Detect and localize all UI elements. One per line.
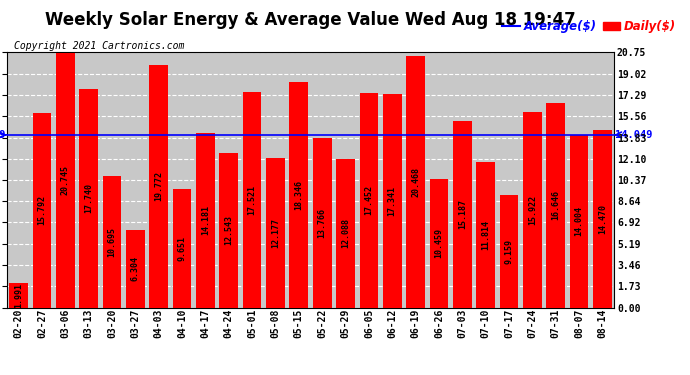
Text: 10.459: 10.459 [435,228,444,258]
Text: Copyright 2021 Cartronics.com: Copyright 2021 Cartronics.com [14,41,184,51]
Bar [103,176,121,308]
Text: 14.049: 14.049 [615,130,653,140]
Bar [546,103,565,308]
Text: 17.341: 17.341 [388,186,397,216]
Bar [383,94,402,308]
Text: 16.646: 16.646 [551,190,560,220]
Bar [359,93,378,308]
Text: Weekly Solar Energy & Average Value Wed Aug 18 19:47: Weekly Solar Energy & Average Value Wed … [45,11,576,29]
Bar [476,162,495,308]
Bar [290,82,308,308]
Text: 13.766: 13.766 [317,208,326,238]
Text: 9.159: 9.159 [504,239,513,264]
Text: 17.740: 17.740 [84,183,93,213]
Text: 18.346: 18.346 [295,180,304,210]
Bar [79,90,98,308]
Bar [593,130,612,308]
Text: 17.452: 17.452 [364,185,373,215]
Text: 10.695: 10.695 [108,227,117,257]
Text: 1.991: 1.991 [14,283,23,308]
Bar [430,179,448,308]
Text: 9.651: 9.651 [177,236,186,261]
Bar [9,283,28,308]
Bar [523,112,542,308]
Text: 14.004: 14.004 [575,207,584,237]
Legend: Average($), Daily($): Average($), Daily($) [497,15,680,38]
Bar [406,56,425,308]
Bar [570,135,589,308]
Text: 12.088: 12.088 [341,218,350,248]
Bar [126,230,145,308]
Bar [219,153,238,308]
Text: 20.745: 20.745 [61,165,70,195]
Bar [500,195,518,308]
Bar [32,113,51,308]
Text: 12.177: 12.177 [271,217,280,248]
Text: 14.470: 14.470 [598,204,607,234]
Bar [243,92,262,308]
Bar [266,158,285,308]
Text: 15.792: 15.792 [37,195,46,225]
Bar [149,64,168,308]
Text: 11.814: 11.814 [481,220,490,250]
Bar [453,121,472,308]
Text: 17.521: 17.521 [248,185,257,215]
Text: 12.543: 12.543 [224,215,233,245]
Bar [56,53,75,308]
Text: 20.468: 20.468 [411,167,420,197]
Text: 14.181: 14.181 [201,206,210,236]
Bar [172,189,191,308]
Bar [313,138,331,308]
Bar [336,159,355,308]
Bar [196,133,215,308]
Text: 6.304: 6.304 [131,256,140,281]
Text: 15.922: 15.922 [528,195,537,225]
Text: 19.772: 19.772 [154,171,164,201]
Text: 14.049: 14.049 [0,130,6,140]
Text: 15.187: 15.187 [457,199,467,229]
